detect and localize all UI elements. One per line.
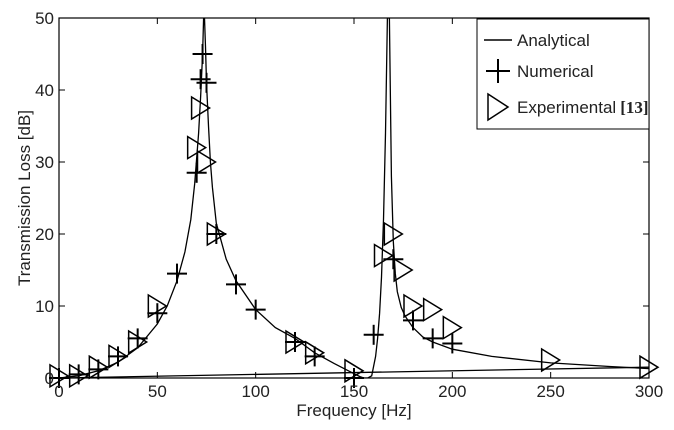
- experimental-point: [88, 354, 109, 380]
- experimental-point: [127, 329, 149, 355]
- legend-entry-experimental-ref: [13]: [620, 98, 648, 117]
- x-tick-label: 50: [148, 382, 167, 401]
- x-axis-label: Frequency [Hz]: [296, 401, 411, 420]
- experimental-point: [442, 315, 463, 340]
- legend-entry-numerical: Numerical: [517, 62, 594, 81]
- legend-plus-marker: [486, 59, 510, 83]
- legend: Analytical Numerical Experimental [13]: [476, 18, 650, 130]
- legend-entry-experimental: Experimental [13]: [517, 98, 649, 117]
- numerical-point: [285, 332, 305, 352]
- legend-entry-analytical: Analytical: [517, 31, 590, 50]
- numerical-point: [147, 303, 168, 324]
- experimental-point: [68, 363, 90, 389]
- y-tick-label: 40: [35, 81, 54, 100]
- experimental-point: [108, 344, 129, 369]
- y-tick-label: 30: [35, 153, 54, 172]
- numerical-point: [226, 274, 246, 295]
- series-analytical-line: [59, 18, 649, 378]
- numerical-point: [167, 263, 187, 284]
- axes: 0 50 100 150 200 250 300 0 10 20 30 40 50: [35, 9, 663, 401]
- experimental-point: [304, 340, 326, 366]
- numerical-point: [363, 324, 384, 345]
- experimental-point: [373, 243, 394, 268]
- numerical-point: [422, 328, 443, 349]
- experimental-point: [422, 297, 444, 322]
- legend-box: [476, 18, 650, 130]
- numerical-point: [403, 310, 423, 331]
- numerical-point: [206, 224, 227, 244]
- legend-triangle-marker: [487, 92, 510, 122]
- experimental-point: [196, 149, 217, 175]
- legend-entry-experimental-label: Experimental: [517, 98, 616, 117]
- experimental-point: [285, 329, 306, 355]
- numerical-point: [190, 69, 211, 90]
- numerical-point: [127, 328, 148, 349]
- y-axis-label: Transmission Loss [dB]: [15, 110, 34, 286]
- experimental-point: [403, 293, 424, 319]
- legend-plus: [486, 59, 510, 83]
- numerical-point: [245, 299, 266, 320]
- numerical-point: [442, 333, 463, 354]
- x-tick-label: 300: [635, 382, 663, 401]
- numerical-point: [192, 44, 213, 64]
- numerical-point: [304, 346, 325, 367]
- experimental-point: [147, 293, 168, 319]
- experimental-point: [540, 347, 562, 373]
- experimental-point: [190, 95, 212, 121]
- experimental-point: [186, 135, 208, 160]
- experimental-point: [383, 221, 404, 247]
- experimental-point: [206, 221, 227, 247]
- y-tick-label: 0: [45, 369, 54, 388]
- numerical-point: [196, 72, 217, 93]
- numerical-point: [186, 162, 207, 183]
- x-tick-label: 0: [54, 382, 63, 401]
- x-tick-label: 200: [438, 382, 466, 401]
- numerical-point: [108, 346, 128, 367]
- y-tick-label: 10: [35, 297, 54, 316]
- y-tick-label: 50: [35, 9, 54, 28]
- y-tick-label: 20: [35, 225, 54, 244]
- x-tick-label: 250: [536, 382, 564, 401]
- experimental-point: [393, 257, 414, 283]
- x-tick-label: 150: [340, 382, 368, 401]
- x-tick-label: 100: [241, 382, 269, 401]
- legend-triangle: [487, 92, 510, 122]
